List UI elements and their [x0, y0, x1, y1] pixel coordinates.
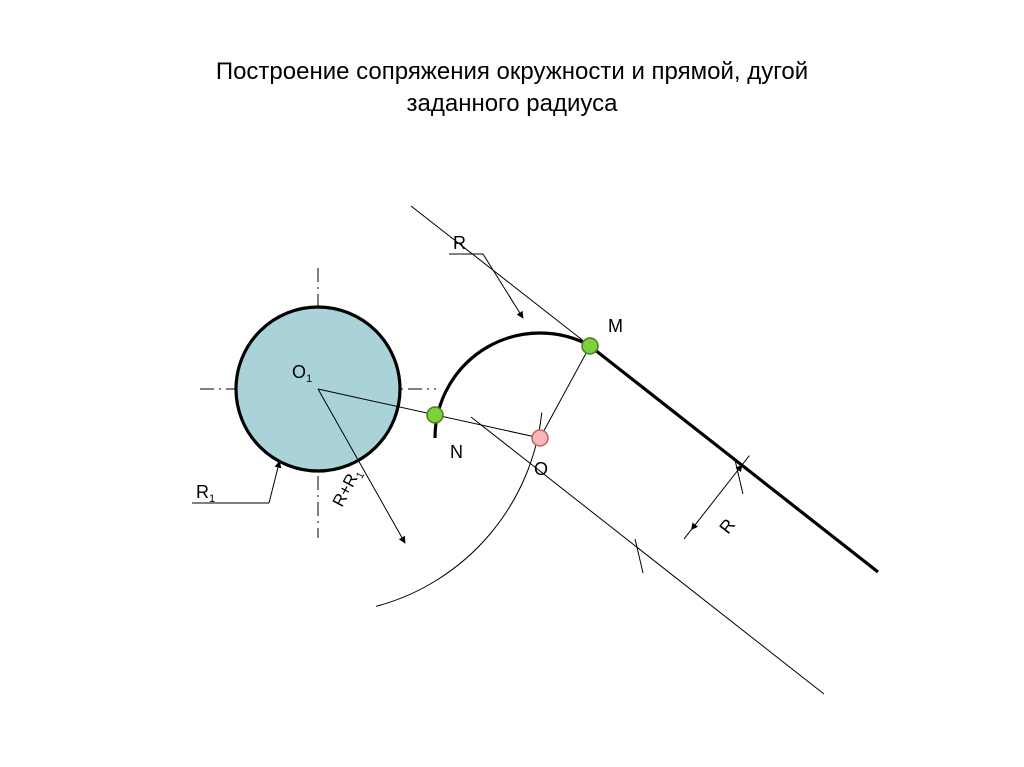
- r-dimension-line: [691, 465, 742, 530]
- svg-text:R+R1: R+R1: [329, 465, 367, 511]
- point-m: [582, 338, 598, 354]
- o-to-m-line: [540, 346, 590, 438]
- r-dim-tick-a: [742, 456, 749, 465]
- svg-text:R: R: [453, 233, 466, 253]
- diagram-canvas: O1R1RR+R1NOMR: [0, 0, 1024, 767]
- given-line-thin: [411, 206, 590, 346]
- label-r-dim: R: [715, 515, 739, 538]
- point-n: [427, 407, 443, 423]
- svg-text:R1: R1: [196, 482, 215, 505]
- r1-leader-arrow: [269, 461, 280, 503]
- label-r-plus-r1: R+R1: [329, 465, 367, 511]
- svg-text:O: O: [534, 459, 548, 479]
- r-dim-ext-a: [635, 539, 643, 573]
- point-o: [532, 430, 548, 446]
- svg-text:R: R: [715, 515, 739, 538]
- label-n: N: [450, 442, 463, 462]
- r-leader-arrow: [483, 254, 523, 318]
- label-r: R: [453, 233, 466, 253]
- given-line-thick: [590, 346, 878, 572]
- label-m: M: [608, 316, 623, 336]
- label-r1: R1: [196, 482, 215, 505]
- r-dim-tick-b: [684, 530, 691, 539]
- label-o: O: [534, 459, 548, 479]
- offset-parallel-line: [471, 417, 824, 694]
- svg-text:N: N: [450, 442, 463, 462]
- svg-text:M: M: [608, 316, 623, 336]
